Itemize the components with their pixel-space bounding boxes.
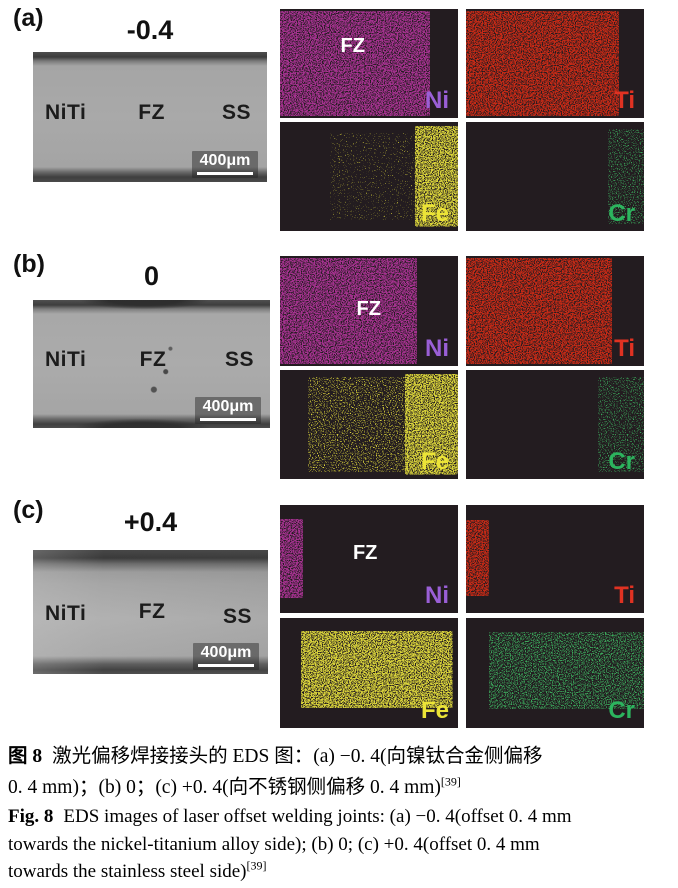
scale-bar-line bbox=[197, 172, 253, 175]
niti-region-label: NiTi bbox=[45, 602, 87, 626]
fe-trace-zone bbox=[329, 132, 416, 221]
panel-b-offset-value: 0 bbox=[143, 261, 160, 291]
scale-bar-text: 400μm bbox=[199, 152, 251, 169]
eds-map-c-cr: Cr bbox=[466, 618, 644, 728]
ss-region-label: SS bbox=[221, 101, 251, 125]
element-label-ti: Ti bbox=[614, 335, 635, 362]
figure-caption: 图 8 激光偏移焊接接头的 EDS 图：(a) −0. 4(向镍钛合金侧偏移 0.… bbox=[8, 741, 674, 886]
reference-39: [39] bbox=[440, 774, 461, 789]
fe-rich-zone bbox=[415, 126, 458, 227]
caption-en-line-3: towards the stainless steel side)[39] bbox=[8, 858, 267, 882]
ss-region-label: SS bbox=[224, 348, 254, 372]
ti-rich-zone bbox=[466, 520, 490, 596]
fe-rich-zone bbox=[301, 631, 453, 709]
panel-c-offset-value: +0.4 bbox=[123, 507, 178, 537]
caption-en-line-1: Fig. 8 EDS images of laser offset welding… bbox=[8, 806, 572, 827]
eds-map-b-fe: Fe bbox=[280, 370, 458, 479]
eds-map-a-ti: Ti bbox=[466, 9, 644, 118]
fz-zone-label: FZ bbox=[340, 35, 365, 58]
scale-bar-line bbox=[198, 664, 254, 667]
eds-map-c-fe: Fe bbox=[280, 618, 458, 728]
element-label-fe: Fe bbox=[420, 697, 449, 724]
eds-map-b-ni: FZ Ni bbox=[280, 256, 458, 366]
reference-39: [39] bbox=[246, 858, 267, 873]
element-label-ni: Ni bbox=[425, 335, 449, 362]
ss-region-label: SS bbox=[222, 604, 252, 628]
eds-map-c-ti: Ti bbox=[466, 505, 644, 613]
figure-number-zh: 图 8 bbox=[8, 746, 43, 767]
fz-region-label: FZ bbox=[138, 600, 166, 623]
caption-en-line-2: towards the nickel-titanium alloy side);… bbox=[8, 833, 540, 855]
eds-map-a-ni: FZ Ni bbox=[280, 9, 458, 118]
niti-region-label: NiTi bbox=[45, 101, 87, 125]
scale-bar-line bbox=[200, 418, 256, 421]
sem-image-b: NiTi FZ SS 400μm bbox=[33, 300, 270, 428]
panel-b-letter: (b) bbox=[13, 250, 45, 278]
scale-bar: 400μm bbox=[192, 151, 258, 178]
element-label-ni: Ni bbox=[425, 87, 449, 114]
ni-rich-zone bbox=[280, 519, 304, 598]
element-label-cr: Cr bbox=[608, 448, 635, 475]
eds-map-b-ti: Ti bbox=[466, 256, 644, 366]
ti-rich-zone bbox=[466, 258, 612, 364]
fz-region-label: FZ bbox=[139, 348, 167, 372]
cr-rich-zone bbox=[597, 376, 644, 473]
element-label-fe: Fe bbox=[420, 448, 449, 475]
ni-rich-zone bbox=[280, 11, 430, 116]
eds-map-c-ni: FZ Ni bbox=[280, 505, 458, 613]
eds-map-a-cr: Cr bbox=[466, 122, 644, 231]
element-label-cr: Cr bbox=[608, 697, 635, 724]
fz-zone-label: FZ bbox=[352, 541, 378, 564]
fz-zone-label: FZ bbox=[356, 297, 381, 320]
caption-zh-line-1: 图 8 激光偏移焊接接头的 EDS 图：(a) −0. 4(向镍钛合金侧偏移 bbox=[8, 746, 543, 767]
scale-bar-text: 400μm bbox=[202, 398, 254, 415]
scale-bar: 400μm bbox=[195, 397, 261, 424]
niti-region-label: NiTi bbox=[45, 348, 87, 372]
caption-english: Fig. 8 EDS images of laser offset welding… bbox=[8, 803, 674, 886]
eds-map-b-cr: Cr bbox=[466, 370, 644, 479]
fz-region-label: FZ bbox=[138, 101, 165, 125]
caption-zh-line-2: 0. 4 mm)；(b) 0；(c) +0. 4(向不锈钢侧偏移 0. 4 mm… bbox=[8, 774, 461, 799]
sem-image-a: NiTi FZ SS 400μm bbox=[33, 52, 267, 182]
fe-rich-zone bbox=[404, 374, 458, 475]
panel-a-offset-value: -0.4 bbox=[126, 15, 174, 45]
element-label-fe: Fe bbox=[420, 200, 449, 227]
element-label-ni: Ni bbox=[425, 582, 449, 609]
caption-chinese: 图 8 激光偏移焊接接头的 EDS 图：(a) −0. 4(向镍钛合金侧偏移 0.… bbox=[8, 741, 674, 803]
sem-image-c: NiTi FZ SS 400μm bbox=[33, 550, 268, 674]
eds-map-a-fe: Fe bbox=[280, 122, 458, 231]
cr-rich-zone bbox=[608, 128, 644, 225]
ni-rich-zone bbox=[280, 258, 418, 364]
scale-bar-text: 400μm bbox=[200, 644, 252, 661]
figure-number-en: Fig. 8 bbox=[8, 806, 54, 827]
scale-bar: 400μm bbox=[193, 643, 259, 670]
element-label-cr: Cr bbox=[608, 200, 635, 227]
fe-trace-zone bbox=[308, 376, 409, 473]
panel-c-letter: (c) bbox=[13, 496, 44, 524]
cr-rich-zone bbox=[489, 632, 644, 710]
ti-rich-zone bbox=[466, 11, 620, 116]
element-label-ti: Ti bbox=[614, 87, 635, 114]
panel-a-letter: (a) bbox=[13, 4, 44, 32]
element-label-ti: Ti bbox=[614, 582, 635, 609]
